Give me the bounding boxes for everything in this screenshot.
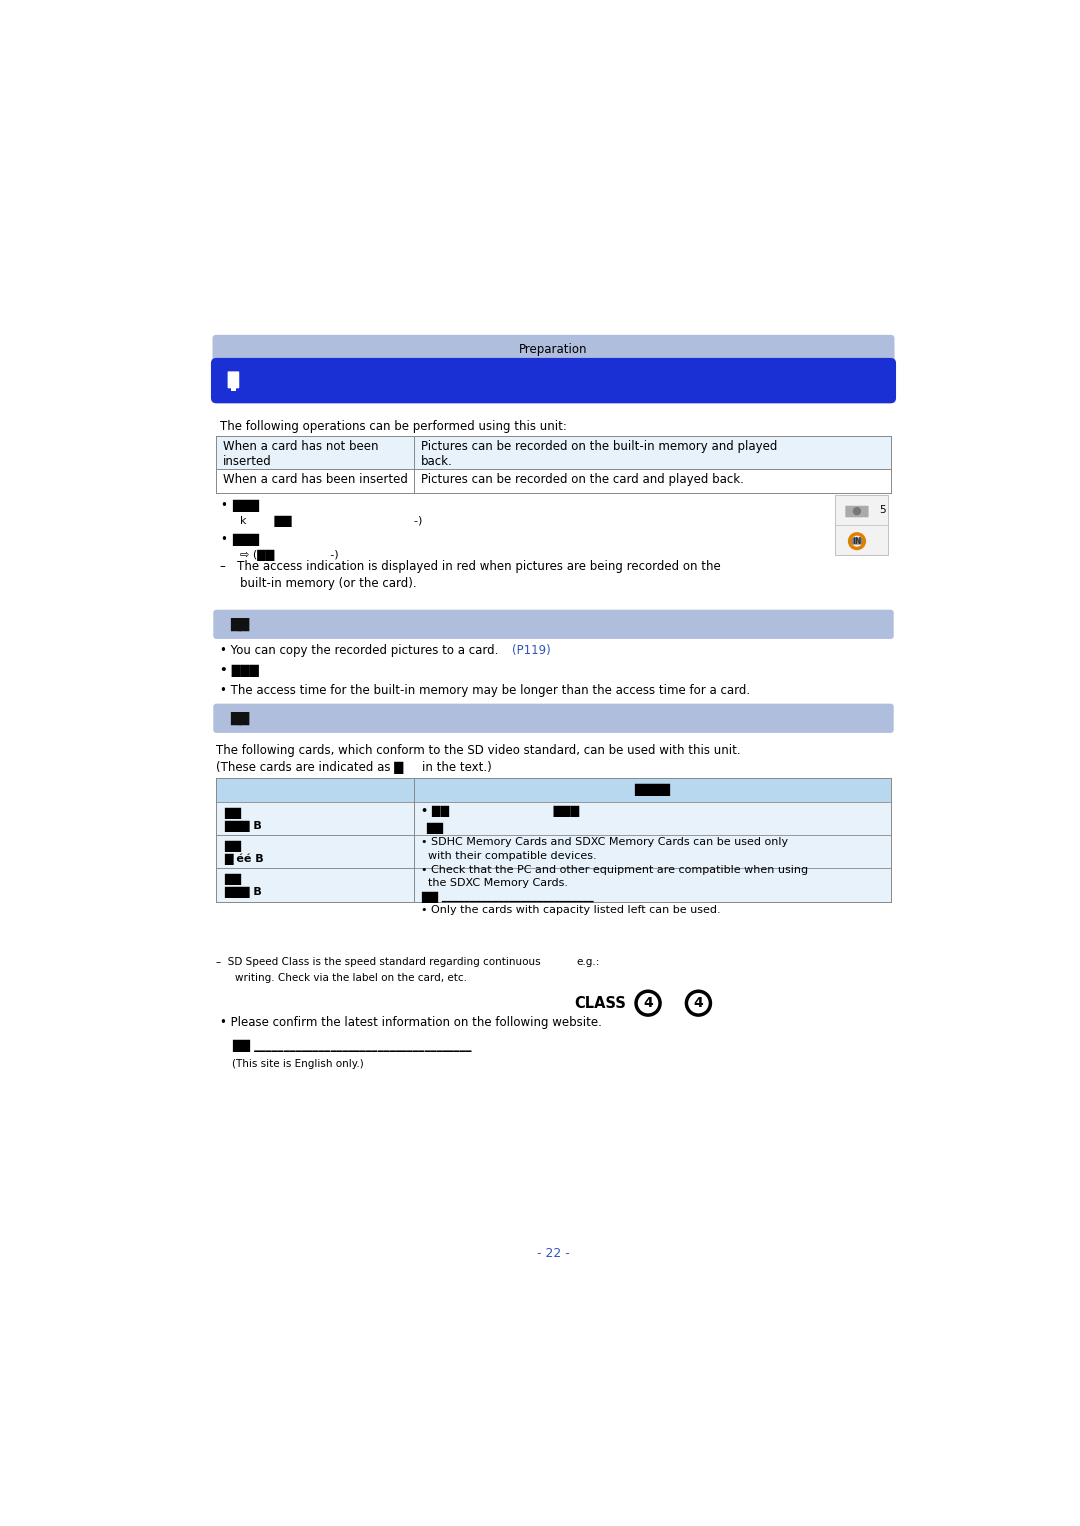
Text: Pictures can be recorded on the card and played back.: Pictures can be recorded on the card and…: [421, 473, 744, 487]
Text: When a card has been inserted: When a card has been inserted: [224, 473, 408, 487]
Text: The following cards, which conform to the SD video standard, can be used with th: The following cards, which conform to th…: [216, 743, 741, 757]
Bar: [231, 388, 235, 391]
Text: 4: 4: [693, 996, 703, 1010]
Text: • Please confirm the latest information on the following website.: • Please confirm the latest information …: [220, 1016, 603, 1029]
Bar: [414, 803, 891, 902]
Text: ██: ██: [230, 618, 249, 630]
Text: ██ ___________________________: ██ ___________________________: [421, 891, 594, 903]
Circle shape: [853, 508, 861, 514]
Text: writing. Check via the label on the card, etc.: writing. Check via the label on the card…: [235, 974, 467, 983]
Text: –   The access indication is displayed in red when pictures are being recorded o: – The access indication is displayed in …: [220, 560, 721, 574]
Text: Preparation: Preparation: [519, 342, 588, 356]
Bar: [216, 803, 414, 835]
FancyBboxPatch shape: [213, 334, 894, 363]
Text: IN: IN: [852, 537, 862, 546]
Bar: [216, 468, 891, 493]
Text: ██: ██: [427, 823, 444, 835]
Bar: [216, 778, 891, 803]
Text: • Only the cards with capacity listed left can be used.: • Only the cards with capacity listed le…: [421, 905, 720, 914]
Text: built-in memory (or the card).: built-in memory (or the card).: [240, 577, 416, 591]
Bar: [835, 494, 888, 555]
FancyBboxPatch shape: [213, 703, 894, 732]
Text: CLASS: CLASS: [575, 995, 626, 1010]
Text: (This site is English only.): (This site is English only.): [232, 1059, 364, 1070]
Text: –  SD Speed Class is the speed standard regarding continuous: – SD Speed Class is the speed standard r…: [216, 957, 541, 967]
Text: e.g.:: e.g.:: [577, 957, 600, 967]
Text: ███: ███: [232, 499, 259, 511]
Text: • The access time for the built-in memory may be longer than the access time for: • The access time for the built-in memor…: [220, 684, 751, 697]
FancyBboxPatch shape: [228, 371, 240, 388]
Text: ███: ███: [232, 533, 259, 546]
FancyBboxPatch shape: [846, 505, 868, 517]
Text: ██
█ éé Β: ██ █ éé Β: [225, 841, 264, 865]
Text: 4: 4: [644, 996, 653, 1010]
Text: ██
███ Β: ██ ███ Β: [225, 807, 261, 832]
Text: (These cards are indicated as █     in the text.): (These cards are indicated as █ in the t…: [216, 760, 492, 774]
Text: • SDHC Memory Cards and SDXC Memory Cards can be used only: • SDHC Memory Cards and SDXC Memory Card…: [421, 836, 788, 847]
Text: (P119): (P119): [512, 644, 551, 656]
Text: • You can copy the recorded pictures to a card.: • You can copy the recorded pictures to …: [220, 644, 502, 656]
Text: • Check that the PC and other equipment are compatible when using: • Check that the PC and other equipment …: [421, 865, 808, 874]
Text: When a card has not been
inserted: When a card has not been inserted: [224, 441, 379, 468]
FancyBboxPatch shape: [850, 537, 864, 545]
Text: •: •: [220, 499, 227, 511]
Text: • ███: • ███: [220, 664, 259, 678]
Text: ⇨ (██                -): ⇨ (██ -): [240, 549, 338, 562]
Text: ████: ████: [634, 783, 671, 797]
Text: the SDXC Memory Cards.: the SDXC Memory Cards.: [428, 879, 568, 888]
Text: with their compatible devices.: with their compatible devices.: [428, 850, 596, 861]
Text: 5: 5: [879, 505, 887, 516]
Text: ██
███ Β: ██ ███ Β: [225, 874, 261, 897]
Text: - 22 -: - 22 -: [537, 1247, 570, 1260]
Text: The following operations can be performed using this unit:: The following operations can be performe…: [220, 420, 567, 432]
Text: Pictures can be recorded on the built-in memory and played
back.: Pictures can be recorded on the built-in…: [421, 441, 778, 468]
FancyBboxPatch shape: [213, 610, 894, 639]
Bar: [216, 835, 414, 868]
Text: ██: ██: [230, 711, 249, 725]
Text: k        ██                                   -): k ██ -): [240, 516, 422, 526]
Text: • ██                           ███: • ██ ███: [421, 806, 579, 818]
Text: ██ _____________________________________: ██ _____________________________________: [232, 1039, 471, 1053]
FancyBboxPatch shape: [211, 359, 896, 403]
Bar: [216, 868, 414, 902]
Bar: [216, 436, 891, 468]
Text: •: •: [220, 533, 227, 546]
